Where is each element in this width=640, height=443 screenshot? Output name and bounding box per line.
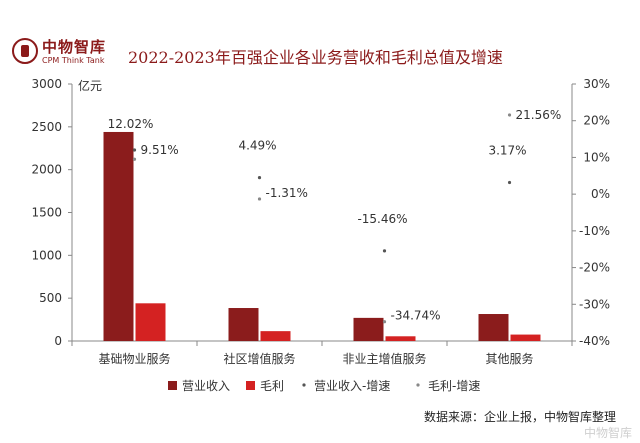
bar-profit (135, 303, 166, 341)
x-tick-label: 其他服务 (485, 351, 533, 366)
y-left-tick-label: 500 (39, 291, 62, 305)
label-revenue-growth: 4.49% (238, 139, 276, 153)
y-left-tick-label: 3000 (31, 77, 62, 91)
label-profit-growth: 21.56% (516, 108, 562, 122)
logo-mark-icon (12, 38, 38, 64)
marker-revenue-growth (382, 249, 387, 253)
legend-swatch (168, 381, 177, 390)
x-tick-label: 社区增值服务 (223, 351, 295, 366)
marker-revenue-growth (257, 176, 262, 180)
label-profit-growth: 9.51% (141, 143, 179, 157)
label-revenue-growth: -15.46% (357, 212, 407, 226)
legend-marker (416, 383, 420, 387)
y-left-tick-label: 2000 (31, 163, 62, 177)
logo: 中物智库 CPM Think Tank (12, 36, 122, 70)
marker-revenue-growth (507, 180, 512, 185)
marker-profit-growth (132, 157, 137, 161)
y-right-tick-label: -30% (579, 297, 610, 311)
legend-label: 营业收入-增速 (314, 379, 390, 393)
x-tick-label: 基础物业服务 (98, 351, 170, 366)
bar-revenue (478, 314, 509, 341)
y-left-tick-label: 2500 (31, 120, 62, 134)
label-profit-growth: -34.74% (391, 309, 441, 323)
source-note: 数据来源：企业上报，中物智库整理 (423, 410, 616, 424)
logo-name: 中物智库 (42, 38, 107, 56)
y-right-tick-label: 0% (591, 187, 610, 201)
legend-label: 毛利 (260, 379, 284, 393)
label-profit-growth: -1.31% (266, 186, 308, 200)
y-right-tick-label: 20% (583, 114, 610, 128)
logo-subtitle: CPM Think Tank (42, 56, 105, 65)
legend-label: 毛利-增速 (428, 379, 480, 393)
legend-marker (302, 383, 306, 387)
bar-profit (385, 336, 416, 341)
marker-profit-growth (382, 320, 387, 324)
bar-revenue (103, 131, 134, 341)
chart-title: 2022-2023年百强企业各业务营收和毛利总值及增速 (128, 48, 503, 67)
watermark: 中物智库 (583, 426, 632, 440)
y-right-tick-label: -40% (579, 334, 610, 348)
y-right-tick-label: -10% (579, 224, 610, 238)
y-left-tick-label: 0 (54, 334, 62, 348)
bar-revenue (228, 308, 259, 341)
label-revenue-growth: 12.02% (108, 117, 154, 131)
bar-profit (260, 331, 291, 341)
y-left-tick-label: 1000 (31, 248, 62, 262)
legend-swatch (246, 381, 255, 390)
y-left-tick-label: 1500 (31, 206, 62, 220)
marker-profit-growth (507, 113, 512, 117)
y-left-unit-label: 亿元 (78, 78, 102, 93)
label-revenue-growth: 3.17% (488, 144, 526, 158)
y-right-tick-label: 10% (583, 150, 610, 164)
x-tick-label: 非业主增值服务 (342, 351, 426, 366)
marker-revenue-growth (132, 148, 137, 152)
bar-profit (510, 334, 541, 341)
y-right-tick-label: 30% (583, 77, 610, 91)
y-right-tick-label: -20% (579, 261, 610, 275)
bar-revenue (353, 317, 384, 341)
marker-profit-growth (257, 197, 262, 201)
legend-label: 营业收入 (182, 379, 230, 393)
